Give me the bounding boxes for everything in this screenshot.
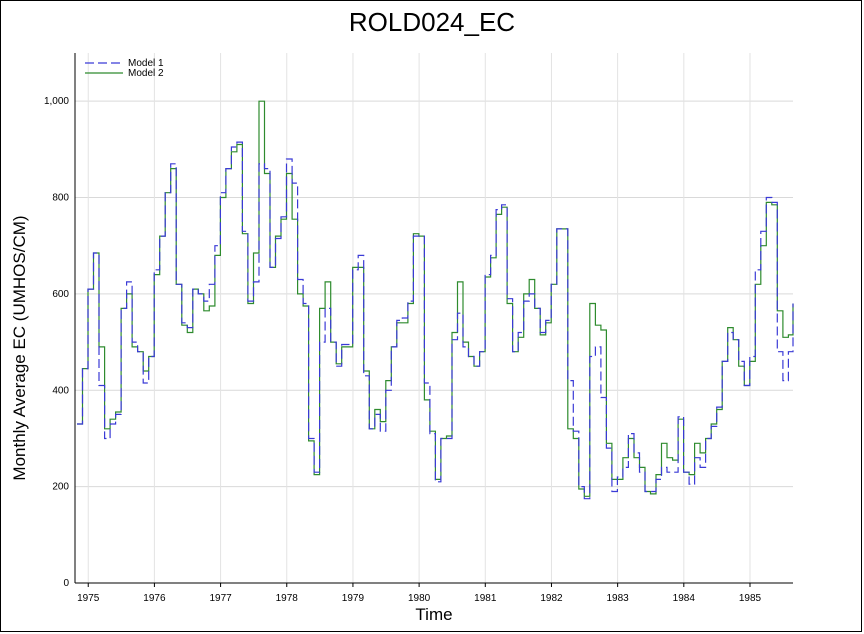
x-tick-label: 1980 [408, 593, 431, 604]
grid-lines [75, 53, 793, 587]
x-tick-label: 1978 [276, 593, 299, 604]
chart-title: ROLD024_EC [348, 7, 516, 37]
y-tick-label: 200 [52, 482, 69, 493]
y-tick-labels: 0 200 400 600 800 1,000 [44, 96, 69, 589]
x-tick-label: 1977 [209, 593, 232, 604]
x-tick-label: 1976 [143, 593, 166, 604]
x-tick-label: 1984 [673, 593, 696, 604]
y-tick-label: 400 [52, 385, 69, 396]
x-tick-label: 1985 [739, 593, 762, 604]
x-axis-title: Time [415, 605, 452, 624]
series-lines [77, 100, 794, 500]
legend-label: Model 2 [128, 68, 164, 79]
x-tick-label: 1975 [77, 593, 100, 604]
y-tick-label: 1,000 [44, 96, 69, 107]
y-tick-label: 600 [52, 289, 69, 300]
axes [74, 53, 793, 584]
x-tick-labels: 1975 1976 1977 1978 1979 1980 1981 1982 1983 1984… [77, 593, 761, 604]
y-axis-title: Monthly Average EC (UMHOS/CM) [10, 215, 29, 480]
x-tick-label: 1979 [342, 593, 365, 604]
x-tick-label: 1983 [607, 593, 630, 604]
y-tick-label: 0 [63, 578, 69, 589]
legend-label: Model 1 [128, 58, 164, 69]
x-tick-label: 1982 [540, 593, 563, 604]
y-tick-label: 800 [52, 193, 69, 204]
x-tick-label: 1981 [474, 593, 497, 604]
